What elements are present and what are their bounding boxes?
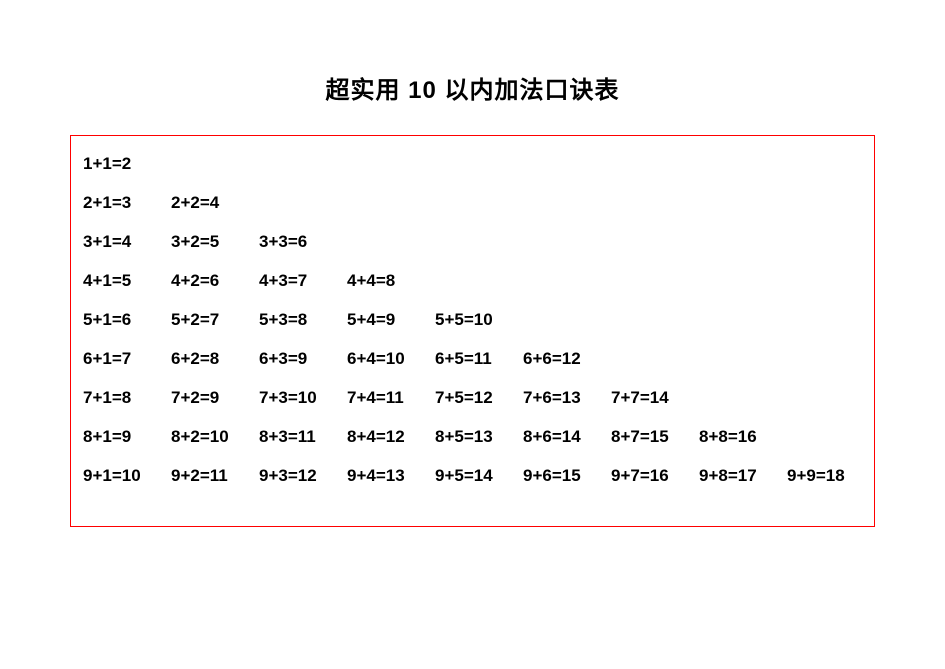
table-cell: 6+5=11 xyxy=(435,349,523,369)
table-cell: 7+2=9 xyxy=(171,388,259,408)
table-cell: 2+2=4 xyxy=(171,193,259,213)
table-cell: 6+3=9 xyxy=(259,349,347,369)
table-cell: 7+1=8 xyxy=(83,388,171,408)
table-cell: 7+6=13 xyxy=(523,388,611,408)
table-cell: 8+4=12 xyxy=(347,427,435,447)
table-cell: 3+3=6 xyxy=(259,232,347,252)
table-cell: 5+2=7 xyxy=(171,310,259,330)
table-cell: 5+4=9 xyxy=(347,310,435,330)
table-cell: 9+4=13 xyxy=(347,466,435,486)
table-row: 4+1=54+2=64+3=74+4=8 xyxy=(83,271,862,291)
table-row: 6+1=76+2=86+3=96+4=106+5=116+6=12 xyxy=(83,349,862,369)
table-cell: 4+3=7 xyxy=(259,271,347,291)
table-cell: 9+3=12 xyxy=(259,466,347,486)
page-title: 超实用 10 以内加法口诀表 xyxy=(0,70,945,105)
table-cell: 9+2=11 xyxy=(171,466,259,486)
table-cell: 5+1=6 xyxy=(83,310,171,330)
table-cell: 5+5=10 xyxy=(435,310,523,330)
table-cell: 4+2=6 xyxy=(171,271,259,291)
table-cell: 8+8=16 xyxy=(699,427,787,447)
table-row: 8+1=98+2=108+3=118+4=128+5=138+6=148+7=1… xyxy=(83,427,862,447)
table-cell: 4+4=8 xyxy=(347,271,435,291)
table-cell: 8+3=11 xyxy=(259,427,347,447)
table-cell: 6+1=7 xyxy=(83,349,171,369)
table-cell: 7+4=11 xyxy=(347,388,435,408)
table-row: 1+1=2 xyxy=(83,154,862,174)
table-row: 2+1=32+2=4 xyxy=(83,193,862,213)
table-cell: 9+9=18 xyxy=(787,466,875,486)
table-row: 7+1=87+2=97+3=107+4=117+5=127+6=137+7=14 xyxy=(83,388,862,408)
addition-table: 1+1=22+1=32+2=43+1=43+2=53+3=64+1=54+2=6… xyxy=(70,135,875,527)
table-cell: 8+1=9 xyxy=(83,427,171,447)
table-cell: 7+3=10 xyxy=(259,388,347,408)
table-row: 9+1=109+2=119+3=129+4=139+5=149+6=159+7=… xyxy=(83,466,862,486)
table-cell: 2+1=3 xyxy=(83,193,171,213)
table-cell: 8+5=13 xyxy=(435,427,523,447)
table-cell: 8+6=14 xyxy=(523,427,611,447)
table-cell: 6+2=8 xyxy=(171,349,259,369)
table-row: 5+1=65+2=75+3=85+4=95+5=10 xyxy=(83,310,862,330)
table-cell: 4+1=5 xyxy=(83,271,171,291)
table-cell: 9+7=16 xyxy=(611,466,699,486)
table-cell: 9+5=14 xyxy=(435,466,523,486)
table-cell: 7+5=12 xyxy=(435,388,523,408)
table-cell: 9+6=15 xyxy=(523,466,611,486)
table-cell: 7+7=14 xyxy=(611,388,699,408)
table-cell: 9+1=10 xyxy=(83,466,171,486)
table-cell: 8+2=10 xyxy=(171,427,259,447)
table-cell: 6+6=12 xyxy=(523,349,611,369)
table-cell: 9+8=17 xyxy=(699,466,787,486)
table-cell: 3+2=5 xyxy=(171,232,259,252)
table-cell: 6+4=10 xyxy=(347,349,435,369)
table-cell: 8+7=15 xyxy=(611,427,699,447)
table-row: 3+1=43+2=53+3=6 xyxy=(83,232,862,252)
table-cell: 5+3=8 xyxy=(259,310,347,330)
table-cell: 3+1=4 xyxy=(83,232,171,252)
table-cell: 1+1=2 xyxy=(83,154,171,174)
